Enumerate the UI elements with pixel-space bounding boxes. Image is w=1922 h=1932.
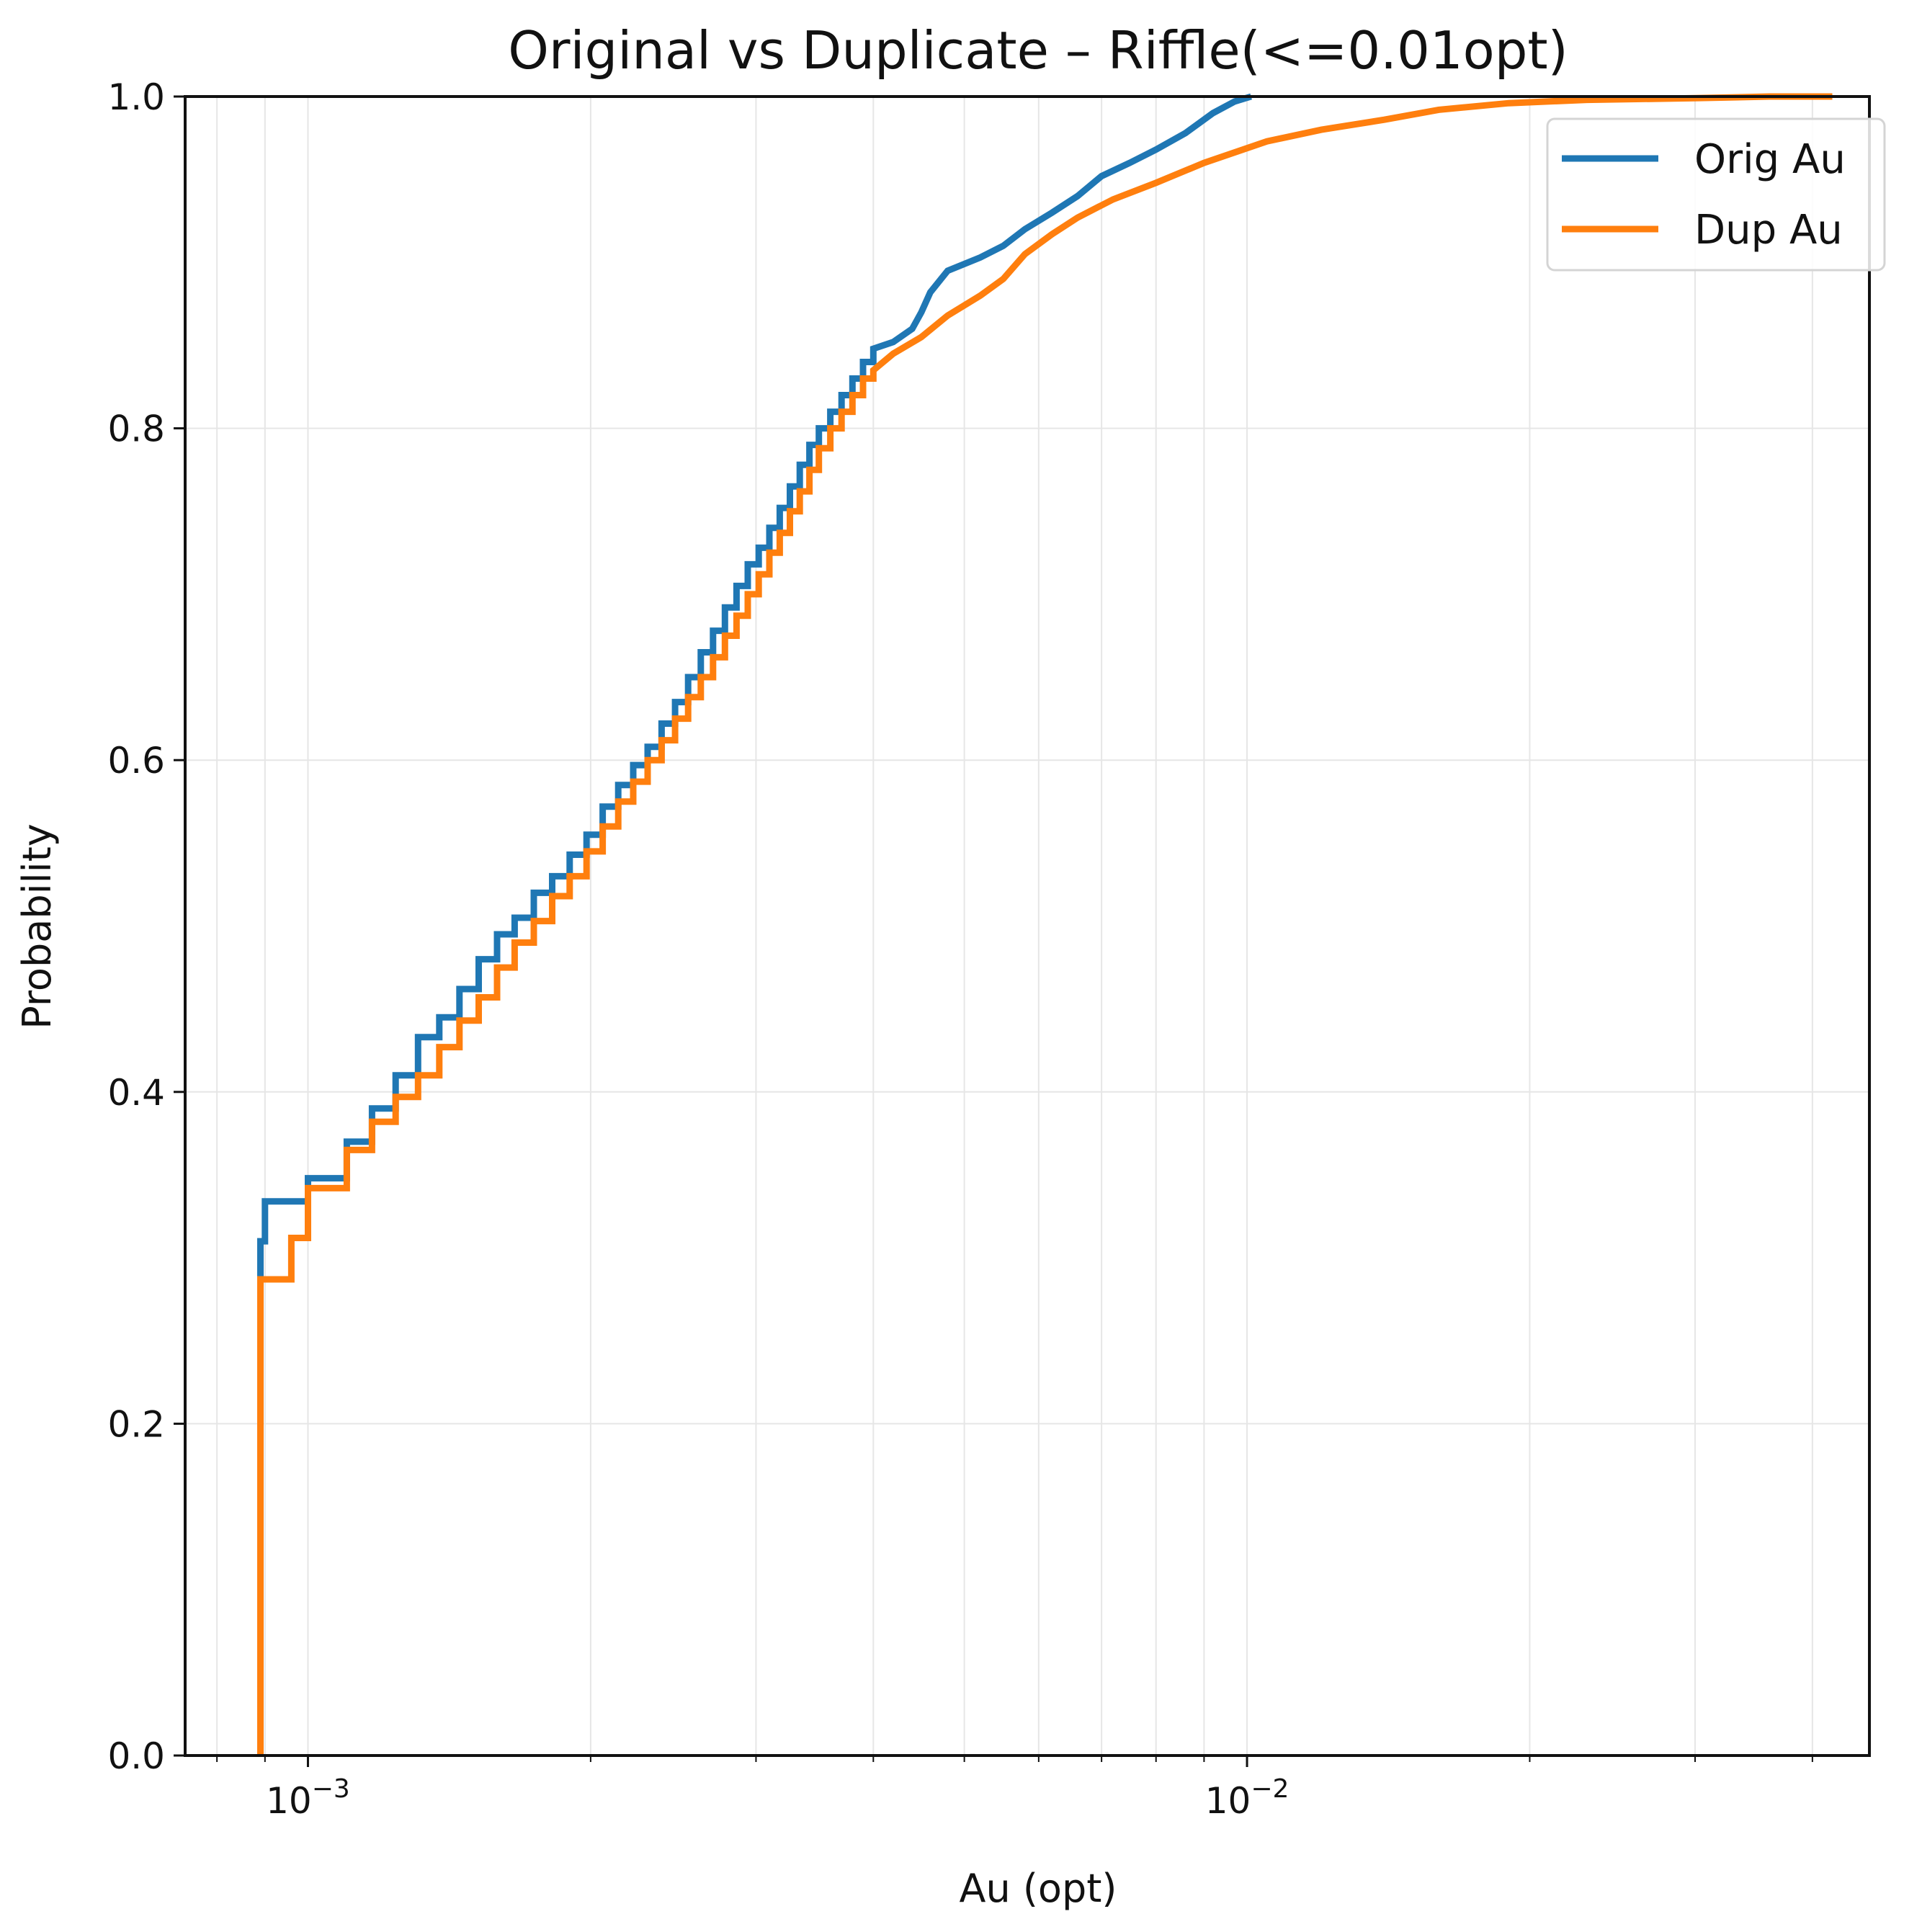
legend-label-dup-au: Dup Au [1694,207,1843,254]
y-tick-label: 0.6 [107,740,165,782]
y-tick-label: 1.0 [107,76,165,118]
chart-title: Original vs Duplicate – Riffle(<=0.01opt… [508,20,1568,81]
x-axis-label: Au (opt) [960,1866,1117,1911]
y-tick-label: 0.8 [107,408,165,450]
y-tick-label: 0.0 [107,1735,165,1777]
y-axis-label: Probability [14,823,60,1029]
series-line-orig-au [257,93,1252,1756]
y-axis-ticks: 0.0 0.2 0.4 0.6 0.8 1.0 [107,76,185,1777]
plot-frame [184,95,1871,1757]
x-tick-label: 10−3 [266,1774,350,1822]
x-tick-label: 10−2 [1205,1774,1289,1822]
y-tick-label: 0.4 [107,1072,165,1114]
legend: Orig Au Dup Au [1546,117,1886,272]
series-line-dup-au [257,93,1833,1756]
y-tick-label: 0.2 [107,1403,165,1445]
legend-label-orig-au: Orig Au [1694,136,1846,183]
x-axis-ticks: 10−3 10−2 [216,1756,1813,1822]
series-lines [257,93,1833,1756]
